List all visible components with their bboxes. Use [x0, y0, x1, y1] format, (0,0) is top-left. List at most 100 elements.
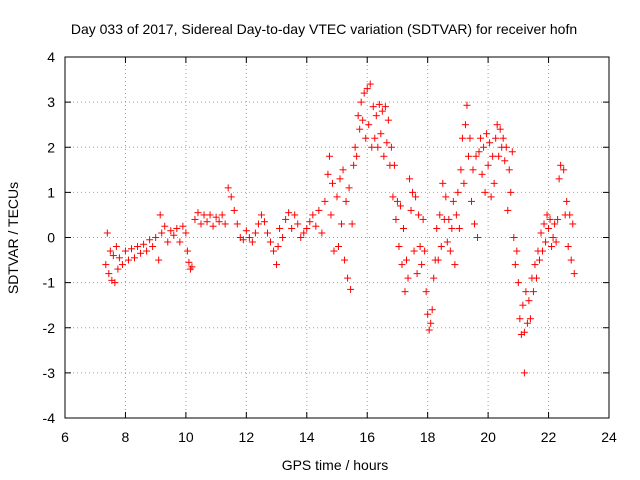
y-tick-label: -2: [43, 320, 56, 336]
data-point: [146, 236, 154, 244]
data-point: [124, 256, 132, 264]
data-point: [143, 247, 151, 255]
data-point: [341, 256, 349, 264]
data-point: [522, 288, 530, 296]
data-point: [203, 218, 211, 226]
data-point: [368, 143, 376, 151]
data-point: [371, 134, 379, 142]
data-point: [445, 215, 453, 223]
data-point: [523, 319, 531, 327]
data-point: [347, 285, 355, 293]
data-point: [276, 224, 284, 232]
data-point: [294, 220, 302, 228]
data-point: [413, 270, 421, 278]
data-point: [569, 220, 577, 228]
data-point: [366, 80, 374, 88]
data-point: [170, 231, 178, 239]
data-point: [486, 139, 494, 147]
data-point: [106, 247, 114, 255]
data-point: [409, 188, 417, 196]
data-point: [121, 247, 129, 255]
data-point: [469, 166, 477, 174]
data-point: [511, 261, 519, 269]
data-point: [149, 243, 157, 251]
data-point: [114, 265, 122, 273]
data-point: [483, 130, 491, 138]
data-point: [354, 112, 362, 120]
x-tick-label: 8: [122, 429, 130, 445]
data-point: [471, 220, 479, 228]
y-tick-label: 4: [47, 49, 55, 65]
data-point: [191, 215, 199, 223]
data-point: [383, 139, 391, 147]
data-point: [152, 234, 160, 241]
data-point: [127, 245, 135, 253]
data-point: [375, 100, 383, 108]
data-point: [504, 206, 512, 214]
data-point: [478, 170, 486, 178]
data-point: [327, 211, 335, 219]
chart-title: Day 033 of 2017, Sidereal Day-to-day VTE…: [71, 21, 577, 37]
data-point: [520, 369, 528, 377]
data-point: [111, 279, 119, 287]
data-point: [360, 89, 368, 97]
data-point: [403, 256, 411, 264]
data-point: [279, 234, 287, 241]
data-point: [490, 179, 498, 187]
data-point: [263, 229, 271, 237]
data-point: [378, 107, 386, 115]
data-point: [218, 211, 226, 219]
data-point: [467, 197, 475, 205]
data-point: [449, 197, 457, 205]
x-tick-label: 10: [178, 429, 194, 445]
data-point: [363, 85, 371, 93]
data-point: [291, 211, 299, 219]
data-point: [474, 234, 482, 241]
data-point: [328, 179, 336, 187]
data-point: [552, 238, 560, 246]
data-point: [257, 211, 265, 219]
axes: [64, 56, 610, 419]
data-point: [242, 227, 250, 235]
data-point: [416, 243, 424, 251]
data-point: [312, 222, 320, 230]
data-point: [389, 193, 397, 201]
data-point: [566, 211, 574, 219]
data-point: [230, 206, 238, 214]
data-point: [333, 193, 341, 201]
data-point: [206, 211, 214, 219]
data-point: [551, 220, 559, 228]
data-point: [489, 152, 497, 160]
data-point: [502, 143, 510, 151]
data-point: [321, 197, 329, 205]
data-point: [543, 211, 551, 219]
data-point: [477, 134, 485, 142]
data-point: [164, 238, 172, 246]
data-point: [539, 247, 547, 255]
data-point: [460, 179, 468, 187]
data-point: [270, 247, 278, 255]
data-point: [545, 224, 553, 232]
data-point: [513, 247, 521, 255]
data-point: [297, 234, 305, 241]
data-point: [510, 234, 518, 241]
data-point: [439, 179, 447, 187]
y-tick-label: 3: [47, 94, 55, 110]
data-point: [567, 256, 575, 264]
data-point: [392, 215, 400, 223]
data-point: [306, 218, 314, 226]
data-point: [455, 224, 463, 232]
data-point: [387, 143, 395, 151]
x-tick-label: 22: [541, 429, 557, 445]
y-axis-label: SDTVAR / TECUs: [5, 182, 21, 294]
data-point: [248, 238, 256, 246]
data-point: [131, 254, 139, 262]
data-point: [540, 220, 548, 228]
data-point: [487, 193, 495, 201]
y-tick-label: -1: [43, 275, 56, 291]
data-point: [325, 152, 333, 160]
data-point: [351, 143, 359, 151]
data-point: [224, 184, 232, 192]
data-point: [442, 193, 450, 201]
data-point: [396, 202, 404, 210]
